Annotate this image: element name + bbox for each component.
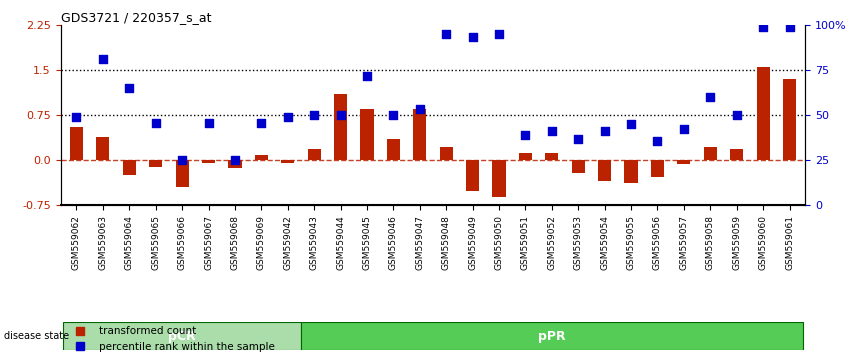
Point bbox=[439, 31, 453, 37]
Bar bbox=[96, 137, 109, 160]
Bar bbox=[624, 160, 637, 183]
Point bbox=[466, 34, 480, 40]
Bar bbox=[440, 147, 453, 160]
Legend: transformed count, percentile rank within the sample: transformed count, percentile rank withi… bbox=[66, 322, 279, 354]
Bar bbox=[572, 160, 585, 173]
Bar bbox=[387, 139, 400, 160]
Bar bbox=[413, 109, 426, 160]
Bar bbox=[598, 160, 611, 181]
Point bbox=[149, 120, 163, 126]
Bar bbox=[730, 149, 743, 160]
Bar bbox=[704, 147, 717, 160]
Point bbox=[281, 114, 294, 120]
Point bbox=[598, 129, 611, 134]
Bar bbox=[360, 109, 373, 160]
Point bbox=[333, 112, 347, 118]
Point bbox=[519, 132, 533, 138]
Point bbox=[492, 31, 506, 37]
Bar bbox=[202, 160, 215, 163]
Point bbox=[228, 157, 242, 163]
Point bbox=[307, 112, 321, 118]
Bar bbox=[63, 322, 301, 350]
Bar bbox=[651, 160, 664, 177]
Bar bbox=[783, 79, 796, 160]
Text: pCR: pCR bbox=[168, 330, 196, 343]
Point bbox=[386, 112, 400, 118]
Bar bbox=[493, 160, 506, 198]
Bar bbox=[334, 94, 347, 160]
Bar bbox=[677, 160, 690, 164]
Point bbox=[756, 24, 770, 29]
Bar bbox=[70, 127, 83, 160]
Bar bbox=[123, 160, 136, 175]
Bar bbox=[229, 160, 242, 168]
Point bbox=[96, 56, 110, 62]
Bar bbox=[149, 160, 162, 167]
Point bbox=[175, 157, 189, 163]
Bar bbox=[255, 155, 268, 160]
Bar bbox=[546, 153, 559, 160]
Point bbox=[413, 106, 427, 112]
Bar bbox=[466, 160, 479, 192]
Text: disease state: disease state bbox=[4, 331, 69, 341]
Point bbox=[783, 24, 797, 29]
Text: GDS3721 / 220357_s_at: GDS3721 / 220357_s_at bbox=[61, 11, 211, 24]
Point bbox=[677, 126, 691, 132]
Point bbox=[730, 112, 744, 118]
Bar bbox=[519, 153, 532, 160]
Point bbox=[69, 114, 83, 120]
Point bbox=[572, 136, 585, 141]
Point bbox=[255, 120, 268, 126]
Bar bbox=[757, 67, 770, 160]
Bar bbox=[281, 160, 294, 163]
Bar bbox=[176, 160, 189, 187]
Point bbox=[703, 94, 717, 100]
Text: pPR: pPR bbox=[538, 330, 565, 343]
Point bbox=[650, 138, 664, 144]
Point bbox=[122, 85, 136, 91]
Point bbox=[624, 121, 638, 127]
Point bbox=[202, 120, 216, 126]
Point bbox=[360, 73, 374, 79]
Bar bbox=[301, 322, 803, 350]
Point bbox=[545, 129, 559, 134]
Bar bbox=[307, 149, 320, 160]
